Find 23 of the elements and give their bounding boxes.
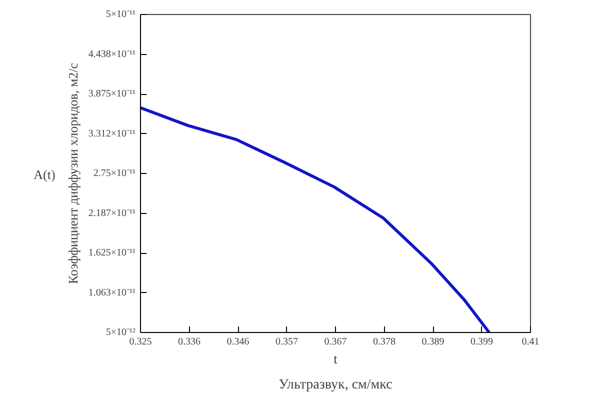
- y-axis-title: Коэффициент диффузии хлоридов, м2/с: [65, 62, 80, 284]
- y-tick-label: 4.438×10⁻¹¹: [88, 48, 136, 60]
- x-axis-title: t: [334, 352, 338, 368]
- x-tick-label: 0.389: [422, 336, 444, 348]
- x-tick-label: 0.346: [226, 336, 250, 348]
- text: Ультразвук, см/мкс: [278, 378, 392, 392]
- y-tick-label: 1.625×10⁻¹¹: [88, 248, 136, 258]
- x-tick-label: 0.367: [324, 336, 347, 348]
- y-tick-label: 2.187×10⁻¹¹: [88, 208, 136, 219]
- y-tick-label: 3.875×10⁻¹¹: [88, 88, 136, 100]
- x-tick-label: 0.41: [522, 336, 540, 348]
- x-tick-label: 0.336: [178, 336, 200, 348]
- x-tick-label: 0.378: [373, 336, 396, 348]
- x-tick-label: 0.399: [470, 336, 493, 348]
- y-tick-label: 5×10⁻¹²: [106, 327, 136, 338]
- x-tick-label: 0.325: [129, 336, 152, 348]
- x-tick-label: 0.357: [276, 336, 298, 348]
- y-tick-label: 3.312×10⁻¹¹: [88, 128, 136, 140]
- y-tick-label: 1.063×10⁻¹¹: [88, 287, 136, 298]
- text: A(t): [34, 166, 56, 182]
- y-tick-label: 2.75×10⁻¹¹: [93, 168, 136, 179]
- line-series: [140, 106, 491, 332]
- y-tick-label: 5×10⁻¹¹: [106, 9, 136, 20]
